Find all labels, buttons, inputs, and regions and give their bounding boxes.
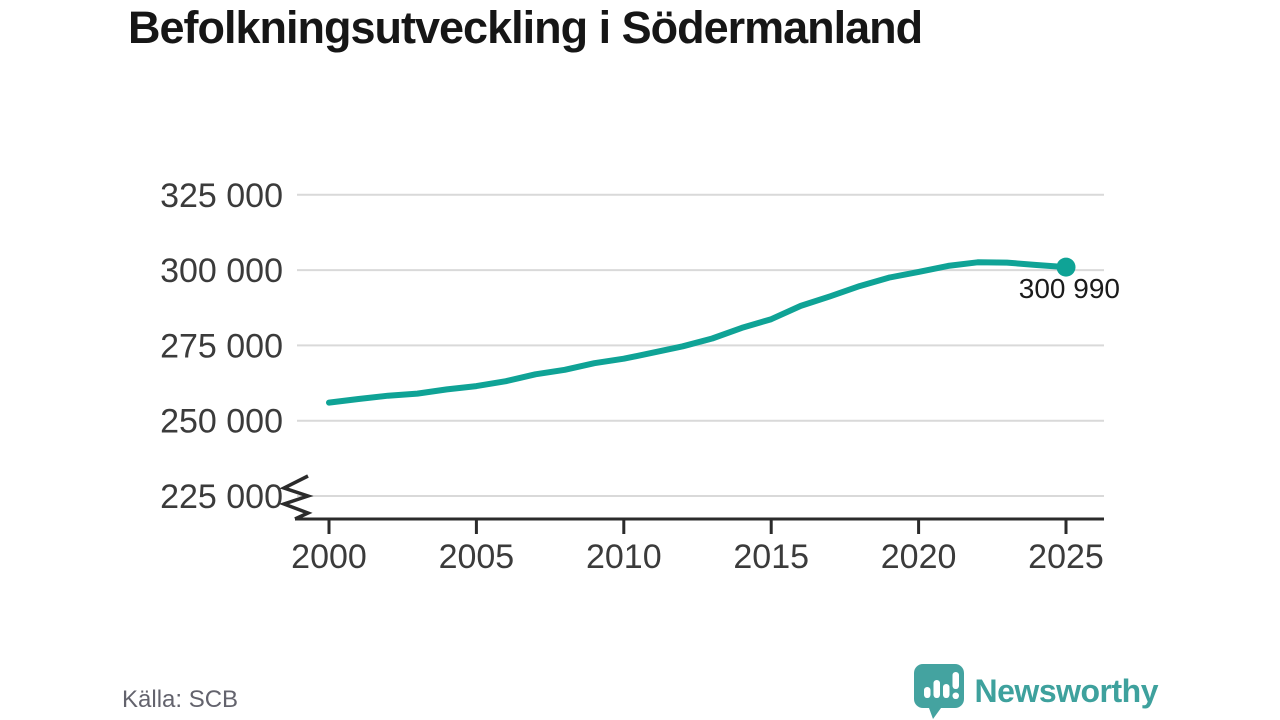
- population-line-series: [326, 259, 1069, 406]
- newsworthy-wordmark: Newsworthy: [974, 672, 1159, 709]
- newsworthy-logo: Newsworthy: [913, 663, 1159, 719]
- y-tick-label: 275 000: [160, 327, 283, 365]
- population-line-chart: 225 000 250 000 275 000 300 000 325 000 2000 2…: [160, 177, 1120, 576]
- y-tick-label: 225 000: [160, 478, 283, 516]
- latest-value-marker: [1056, 257, 1076, 277]
- y-tick-label: 300 000: [160, 252, 283, 290]
- x-tick-label: 2020: [881, 538, 957, 576]
- latest-value-label: 300 990: [1019, 273, 1120, 304]
- x-tick-label: 2005: [439, 538, 515, 576]
- bar-chart-speech-bubble-icon: [913, 664, 964, 719]
- source-label: Källa: SCB: [122, 686, 239, 713]
- x-tick-label: 2010: [586, 538, 662, 576]
- x-tick-label: 2000: [291, 538, 367, 576]
- chart-title: Befolkningsutveckling i Södermanland: [128, 2, 923, 53]
- x-tick-label: 2025: [1028, 538, 1104, 576]
- y-tick-label: 250 000: [160, 403, 283, 441]
- y-axis-break-icon: [278, 474, 314, 521]
- y-tick-label: 325 000: [160, 177, 283, 215]
- x-tick-label: 2015: [733, 538, 809, 576]
